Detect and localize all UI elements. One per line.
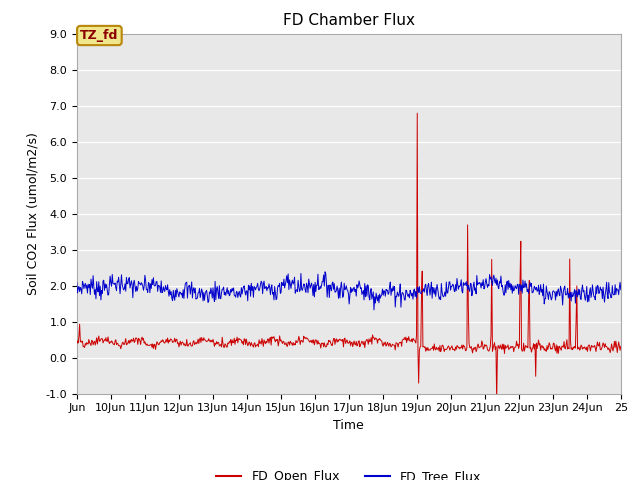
Title: FD Chamber Flux: FD Chamber Flux [283,13,415,28]
Legend: FD_Open_Flux, FD_Tree_Flux: FD_Open_Flux, FD_Tree_Flux [211,465,486,480]
X-axis label: Time: Time [333,419,364,432]
Y-axis label: Soil CO2 Flux (umol/m2/s): Soil CO2 Flux (umol/m2/s) [27,132,40,295]
Text: TZ_fd: TZ_fd [80,29,118,42]
